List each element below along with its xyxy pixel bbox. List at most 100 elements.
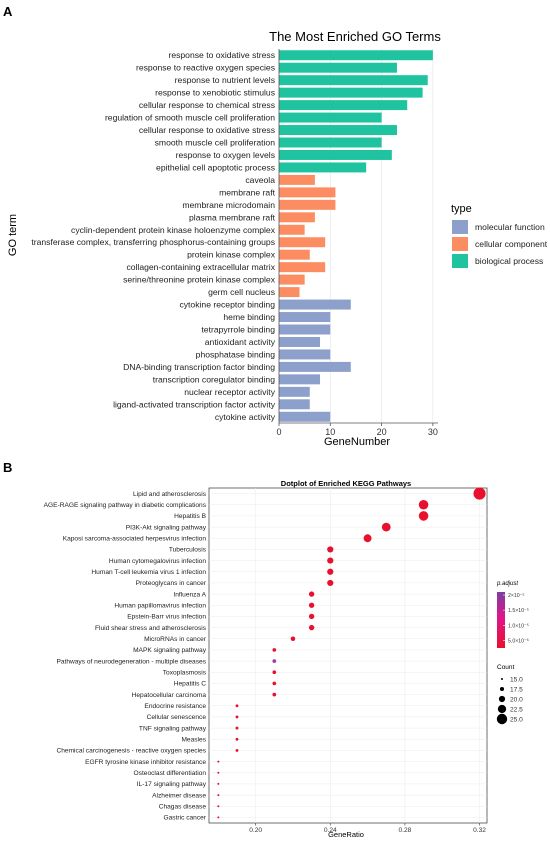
kegg-pathway-label: Influenza A	[173, 591, 206, 598]
go-legend-label: biological process	[475, 256, 543, 266]
kegg-x-ticks: 0.20 0.24 0.28 0.32	[249, 823, 486, 834]
go-legend-swatch	[452, 220, 468, 234]
go-category-label: caveola	[245, 175, 275, 185]
panel-label-a: A	[3, 4, 13, 19]
kegg-pathway-label: Lipid and atherosclerosis	[133, 491, 207, 498]
go-category-label: antioxidant activity	[205, 337, 276, 347]
count-legend-dot	[499, 686, 505, 692]
go-bar	[279, 299, 351, 310]
go-bar	[279, 399, 310, 410]
go-bar	[279, 224, 305, 235]
kegg-panel-border	[208, 487, 488, 824]
kegg-point	[272, 681, 277, 686]
kegg-pathway-labels: Lipid and atherosclerosis AGE-RAGE signal…	[44, 491, 207, 822]
padjust-tick-label: 1.0×10⁻⁵	[508, 623, 529, 629]
go-bar	[279, 361, 351, 372]
count-legend-dot	[496, 713, 508, 725]
go-bar	[279, 249, 310, 260]
kegg-pathway-label: Chagas disease	[159, 804, 207, 811]
kegg-chart-title: Dotplot of Enriched KEGG Pathways	[281, 479, 411, 488]
go-category-label: cytokine receptor binding	[179, 300, 275, 310]
go-category-label: cyclin-dependent protein kinase holoenzy…	[71, 225, 276, 235]
kegg-x-tick-label: 0.20	[249, 827, 262, 834]
kegg-point	[327, 568, 334, 575]
count-legend-label: 25.0	[510, 716, 523, 723]
kegg-pathway-label: EGFR tyrosine kinase inhibitor resistanc…	[85, 759, 206, 766]
go-bar	[279, 137, 382, 148]
go-category-label: membrane microdomain	[182, 200, 275, 210]
go-legend-swatch	[452, 237, 468, 251]
kegg-pathway-label: Gastric cancer	[163, 815, 206, 822]
kegg-point	[217, 805, 220, 808]
go-bar	[279, 112, 382, 123]
kegg-point	[327, 546, 334, 553]
count-legend-label: 22.5	[510, 706, 523, 713]
go-legend-title: type	[451, 203, 472, 215]
kegg-point	[235, 737, 239, 741]
padjust-tick-label: 1.5×10⁻⁵	[508, 608, 529, 614]
count-legend-dot	[501, 678, 503, 680]
go-bar	[279, 411, 331, 422]
kegg-pathway-label: Endocrine resistance	[144, 703, 206, 710]
go-bar	[279, 336, 321, 347]
kegg-point	[217, 816, 220, 819]
go-x-ticks: 0 10 20 30	[276, 423, 438, 437]
go-category-label: epithelial cell apoptotic process	[156, 162, 275, 172]
kegg-point	[217, 760, 220, 763]
go-bar	[279, 75, 428, 86]
count-legend-label: 17.5	[510, 686, 523, 693]
kegg-pathway-label: Measles	[181, 737, 206, 744]
kegg-pathway-label: Chemical carcinogenesis - reactive oxyge…	[56, 748, 206, 755]
kegg-pathway-label: AGE-RAGE signaling pathway in diabetic c…	[44, 502, 207, 509]
kegg-pathway-label: MicroRNAs in cancer	[144, 636, 207, 643]
go-category-label: phosphatase binding	[196, 349, 276, 359]
kegg-pathway-label: Fluid shear stress and atherosclerosis	[95, 625, 207, 632]
kegg-pathway-label: Human cytomegalovirus infection	[109, 558, 206, 565]
kegg-x-tick-label: 0.32	[473, 827, 486, 834]
go-bars	[278, 49, 438, 424]
kegg-pathway-label: PI3K-Akt signaling pathway	[126, 524, 207, 531]
kegg-point	[473, 487, 486, 500]
kegg-point	[327, 579, 334, 587]
go-x-axis-label: GeneNumber	[324, 436, 390, 448]
go-category-label: response to nutrient levels	[175, 75, 275, 85]
kegg-pathway-label: TNF signaling pathway	[139, 725, 207, 732]
go-category-label: collagen-containing extracellular matrix	[126, 262, 275, 272]
kegg-point	[235, 726, 239, 730]
go-category-label: heme binding	[223, 312, 275, 322]
padjust-tick-label: 2×10⁻⁵	[508, 593, 525, 599]
go-bar	[279, 262, 326, 273]
go-bar	[279, 62, 397, 73]
go-category-label: nuclear receptor activity	[184, 387, 275, 397]
kegg-point	[272, 692, 277, 697]
go-bar	[279, 199, 336, 210]
go-category-label: cellular response to oxidative stress	[139, 125, 275, 135]
kegg-grid	[209, 488, 487, 823]
padjust-tick-label: 5.0×10⁻⁶	[508, 638, 529, 644]
go-bar	[279, 87, 423, 98]
go-category-label: response to oxygen levels	[176, 150, 275, 160]
kegg-point	[308, 591, 315, 597]
go-category-label: membrane raft	[219, 187, 275, 197]
kegg-point	[217, 771, 220, 774]
kegg-pathway-label: Alzheimer disease	[152, 792, 206, 799]
go-legend: molecular function cellular component biol…	[452, 220, 548, 268]
go-bar	[279, 187, 336, 198]
count-legend-label: 15.0	[510, 676, 523, 683]
kegg-point	[217, 794, 220, 797]
count-legend-dot	[498, 695, 506, 703]
kegg-pathway-label: Human T-cell leukemia virus 1 infection	[91, 569, 206, 576]
kegg-pathway-label: Hepatocellular carcinoma	[132, 692, 207, 699]
go-category-label: protein kinase complex	[187, 250, 276, 260]
go-bar	[279, 100, 408, 111]
go-bar	[279, 237, 326, 248]
kegg-pathway-label: Hepatitis B	[174, 513, 206, 520]
kegg-point	[418, 499, 429, 510]
kegg-pathway-label: Epstein-Barr virus infection	[127, 614, 206, 621]
kegg-pathway-label: Pathways of neurodegeneration - multiple…	[56, 658, 206, 665]
go-bar	[279, 274, 305, 285]
go-category-labels: response to oxidative stress response to …	[31, 50, 275, 422]
kegg-point	[235, 704, 239, 708]
kegg-x-axis-label: GeneRatio	[328, 830, 364, 839]
